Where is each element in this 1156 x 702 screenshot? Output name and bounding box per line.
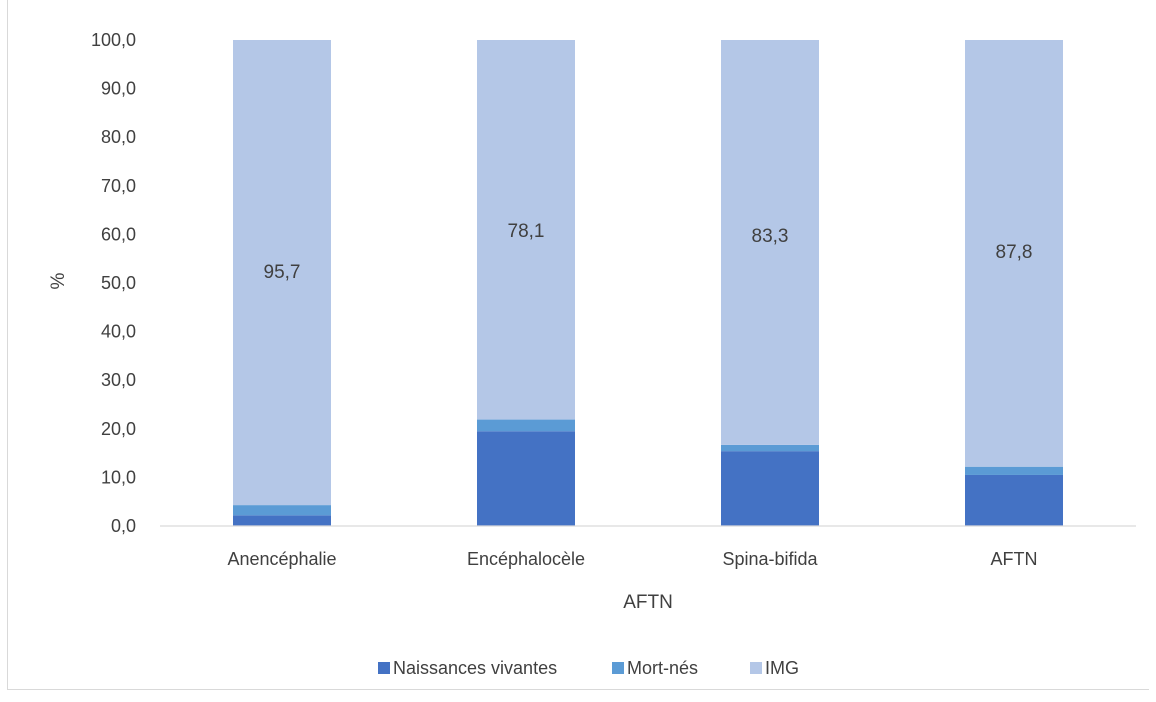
- data-label: 83,3: [752, 226, 789, 247]
- y-tick-label: 90,0: [101, 79, 136, 99]
- bar-segment: [965, 40, 1063, 467]
- x-tick-label: AFTN: [991, 549, 1038, 569]
- y-axis-ticks: 0,0 10,0 20,0 30,0 40,0 50,0 60,0 70,0 80,0 90,0 1…: [91, 30, 136, 536]
- y-tick-label: 70,0: [101, 176, 136, 196]
- x-tick-label: Spina-bifida: [722, 549, 818, 569]
- bar-segment: [721, 40, 819, 445]
- y-tick-label: 30,0: [101, 370, 136, 390]
- x-axis-ticks: Anencéphalie Encéphalocèle Spina-bifida AFT…: [227, 549, 1037, 569]
- legend-label: Mort-nés: [627, 658, 698, 678]
- x-axis-title: AFTN: [623, 592, 673, 613]
- y-tick-label: 80,0: [101, 127, 136, 147]
- y-tick-label: 10,0: [101, 467, 136, 487]
- bars: [233, 40, 1063, 526]
- data-label: 87,8: [996, 242, 1033, 263]
- bar-segment: [233, 505, 331, 516]
- y-tick-label: 60,0: [101, 224, 136, 244]
- chart-frame: [7, 0, 1149, 690]
- bar-segment: [721, 444, 819, 452]
- x-tick-label: Anencéphalie: [227, 549, 336, 569]
- y-tick-label: 50,0: [101, 273, 136, 293]
- x-tick-label: Encéphalocèle: [467, 549, 585, 569]
- y-axis-title: %: [48, 272, 69, 289]
- bar-segment: [233, 40, 331, 506]
- data-label: 78,1: [508, 221, 545, 242]
- legend-swatch: [750, 662, 762, 674]
- bar-segment: [233, 515, 331, 526]
- y-tick-label: 0,0: [111, 516, 136, 536]
- bar-segment: [965, 466, 1063, 475]
- legend-label: Naissances vivantes: [393, 658, 557, 678]
- y-tick-label: 20,0: [101, 419, 136, 439]
- data-label: 95,7: [264, 262, 301, 283]
- y-tick-label: 100,0: [91, 30, 136, 50]
- bar-segment: [721, 451, 819, 526]
- bar-segment: [477, 431, 575, 526]
- bar-segment: [965, 474, 1063, 526]
- bar-segment: [477, 419, 575, 432]
- y-tick-label: 40,0: [101, 322, 136, 342]
- legend-swatch: [378, 662, 390, 674]
- legend: Naissances vivantes Mort-nés IMG: [378, 658, 799, 678]
- legend-swatch: [612, 662, 624, 674]
- data-labels: 95,7 78,1 83,3 87,8: [264, 221, 1033, 283]
- legend-label: IMG: [765, 658, 799, 678]
- bar-segment: [477, 40, 575, 420]
